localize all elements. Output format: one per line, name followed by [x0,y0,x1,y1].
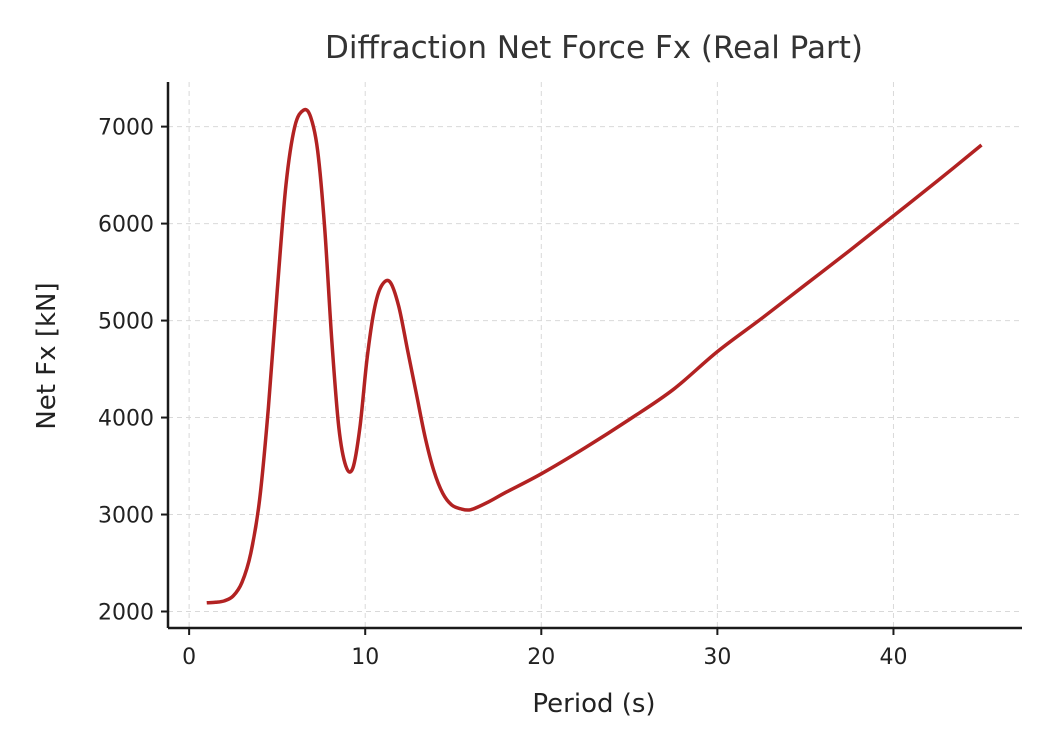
series-line-0 [206,107,983,605]
y-tick-label: 2000 [98,601,154,626]
x-tick-label: 40 [879,645,907,670]
x-axis-ticks: 0 10 20 30 40 [182,628,907,670]
y-tick-label: 4000 [98,407,154,432]
grid [168,82,1022,628]
x-tick-label: 10 [351,645,379,670]
y-tick-label: 6000 [98,213,154,238]
x-tick-label: 0 [182,645,196,670]
x-tick-label: 20 [527,645,555,670]
x-axis-label: Period (s) [532,689,655,719]
y-axis-label: Net Fx [kN] [32,282,62,429]
y-tick-label: 3000 [98,504,154,529]
chart-title: Diffraction Net Force Fx (Real Part) [325,30,863,66]
y-tick-label: 5000 [98,310,154,335]
x-tick-label: 30 [703,645,731,670]
y-axis-ticks: 2000 3000 4000 5000 6000 7000 [98,116,168,626]
plot-area [206,107,983,605]
y-tick-label: 7000 [98,116,154,141]
